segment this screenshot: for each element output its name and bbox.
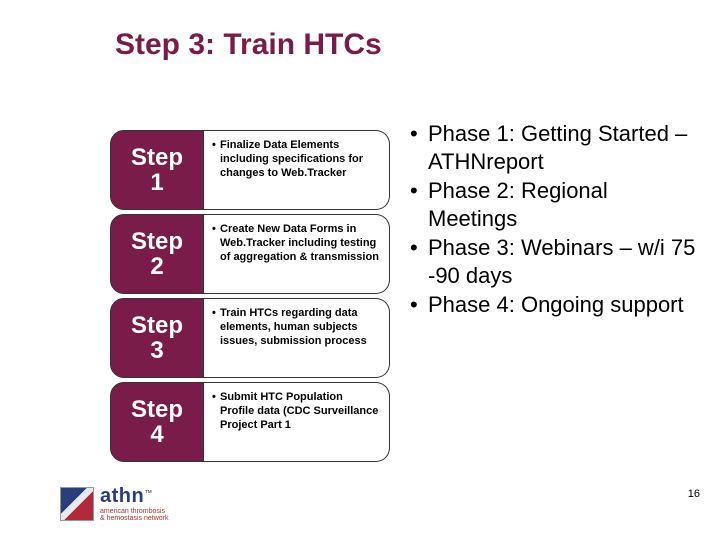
steps-column: Step 1 • Finalize Data Elements includin… [110, 130, 390, 466]
step-desc-text: Submit HTC Population Profile data (CDC … [220, 391, 379, 453]
step-desc-text: Train HTCs regarding data elements, huma… [220, 307, 379, 369]
logo-brand: athn [100, 485, 144, 507]
logo-text: athn™ american thrombosis & hemostasis n… [100, 485, 168, 522]
logo-tagline-2: & hemostasis network [100, 515, 168, 522]
logo-tagline-1: american thrombosis [100, 508, 168, 515]
phase-text: Phase 1: Getting Started – ATHNreport [428, 120, 700, 175]
step-number: 4 [150, 422, 163, 447]
bullet-icon: • [212, 391, 220, 453]
step-badge-3: Step 3 [110, 298, 204, 378]
tm-icon: ™ [144, 489, 152, 498]
phase-item: • Phase 2: Regional Meetings [410, 177, 700, 232]
bullet-icon: • [410, 120, 428, 175]
logo: athn™ american thrombosis & hemostasis n… [60, 485, 168, 522]
phases-list: • Phase 1: Getting Started – ATHNreport … [410, 120, 700, 321]
step-number: 3 [150, 338, 163, 363]
step-number: 2 [150, 254, 163, 279]
step-badge-1: Step 1 [110, 130, 204, 210]
phase-item: • Phase 4: Ongoing support [410, 291, 700, 319]
step-desc-1: • Finalize Data Elements including speci… [204, 130, 390, 210]
slide: Step 3: Train HTCs Step 1 • Finalize Dat… [0, 0, 720, 540]
phase-text: Phase 3: Webinars – w/i 75 -90 days [428, 234, 700, 289]
phase-text: Phase 4: Ongoing support [428, 291, 700, 319]
page-number: 16 [688, 488, 700, 500]
bullet-icon: • [212, 307, 220, 369]
step-label: Step [131, 397, 183, 422]
phase-item: • Phase 1: Getting Started – ATHNreport [410, 120, 700, 175]
bullet-icon: • [410, 234, 428, 289]
step-row: Step 1 • Finalize Data Elements includin… [110, 130, 390, 210]
logo-mark-icon [60, 487, 94, 521]
phase-text: Phase 2: Regional Meetings [428, 177, 700, 232]
step-number: 1 [150, 170, 163, 195]
bullet-icon: • [212, 223, 220, 285]
step-desc-2: • Create New Data Forms in Web.Tracker i… [204, 214, 390, 294]
step-desc-text: Create New Data Forms in Web.Tracker inc… [220, 223, 379, 285]
phase-item: • Phase 3: Webinars – w/i 75 -90 days [410, 234, 700, 289]
slide-title: Step 3: Train HTCs [115, 28, 382, 62]
step-desc-text: Finalize Data Elements including specifi… [220, 139, 379, 201]
bullet-icon: • [410, 177, 428, 232]
step-label: Step [131, 229, 183, 254]
bullet-icon: • [410, 291, 428, 319]
step-desc-3: • Train HTCs regarding data elements, hu… [204, 298, 390, 378]
step-row: Step 4 • Submit HTC Population Profile d… [110, 382, 390, 462]
bullet-icon: • [212, 139, 220, 201]
step-row: Step 2 • Create New Data Forms in Web.Tr… [110, 214, 390, 294]
step-desc-4: • Submit HTC Population Profile data (CD… [204, 382, 390, 462]
step-label: Step [131, 145, 183, 170]
step-label: Step [131, 313, 183, 338]
step-badge-4: Step 4 [110, 382, 204, 462]
step-badge-2: Step 2 [110, 214, 204, 294]
step-row: Step 3 • Train HTCs regarding data eleme… [110, 298, 390, 378]
